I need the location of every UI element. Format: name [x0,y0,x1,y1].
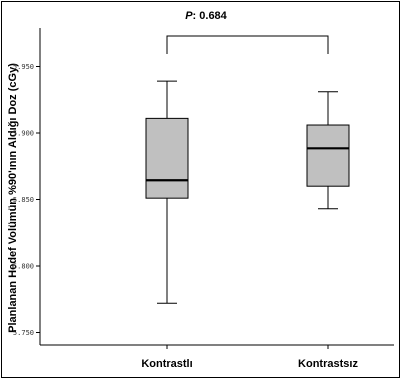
significance-bracket [166,35,329,54]
y-ticks: 5.750 5.800 5.850 5.900 5.950 [13,63,40,337]
x-category-label: Kontrastlı [141,358,192,370]
x-category-label: Kontrastsız [298,358,358,370]
p-value-annotation: P: 0.684 [185,10,227,22]
axes [39,28,394,346]
y-tick-label: 5.950 [13,63,34,71]
y-tick-label: 5.900 [13,130,34,138]
bracket-line [166,35,329,54]
box-iqr [306,124,350,187]
boxes [145,80,350,304]
y-tick-label: 5.750 [13,329,34,337]
p-value-prefix: P [185,10,193,22]
box-iqr [145,117,189,199]
box-plot-chart: P: 0.684 Planlanan Hedef Volümün %90'ını… [7,10,394,370]
x-categories: Kontrastlı Kontrastsız [141,345,358,370]
y-tick-label: 5.850 [13,196,34,204]
p-value-text: : 0.684 [193,10,228,22]
chart-frame: P: 0.684 Planlanan Hedef Volümün %90'ını… [1,1,400,378]
y-axis-label: Planlanan Hedef Volümün %90'ının Aldığı … [7,63,19,333]
y-tick-label: 5.800 [13,263,34,271]
